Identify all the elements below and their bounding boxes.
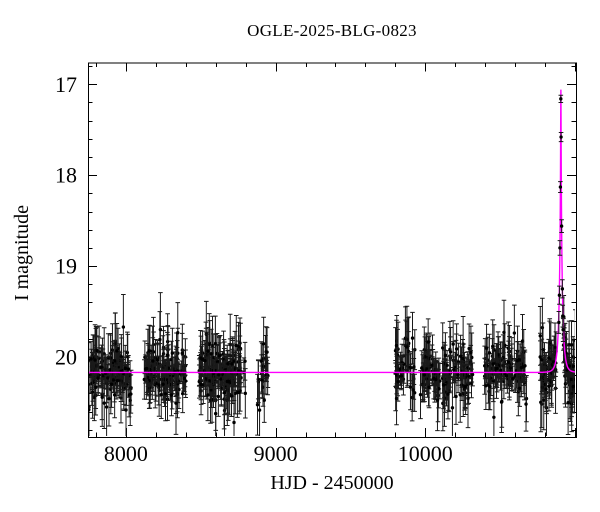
chart-title: OGLE-2025-BLG-0823 [247, 21, 417, 40]
x-axis-label: HJD - 2450000 [270, 472, 394, 494]
y-axis-label: I magnitude [11, 204, 33, 302]
